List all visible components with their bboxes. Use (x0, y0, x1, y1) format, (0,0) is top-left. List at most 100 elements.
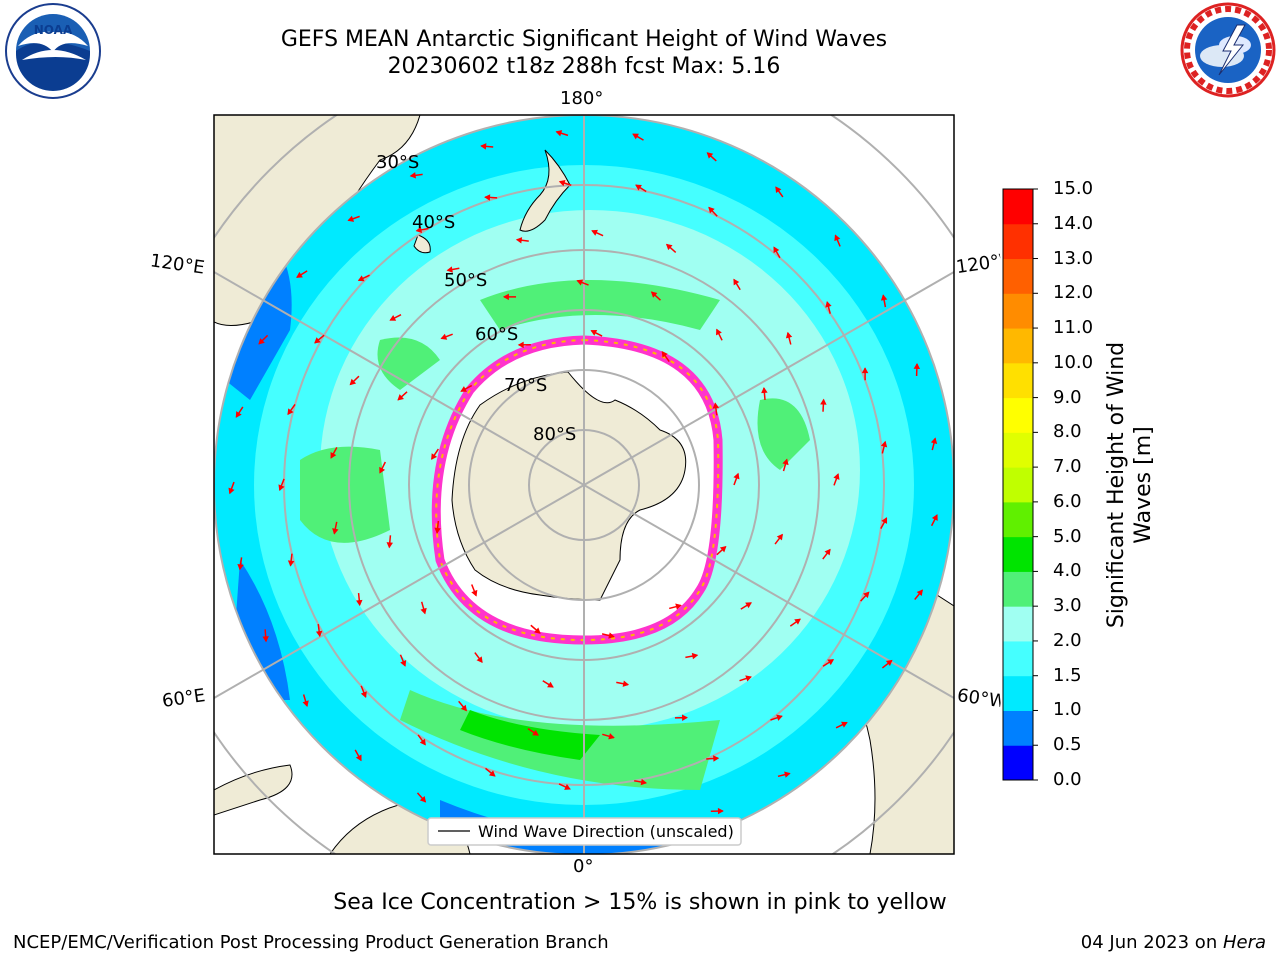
wind-wave-arrowhead (558, 180, 566, 187)
machine-name: Hera (1222, 932, 1266, 953)
wind-wave-arrowhead (440, 333, 448, 340)
colorbar-segment (1003, 293, 1033, 329)
wind-wave-arrowhead (420, 607, 427, 615)
wind-wave-arrowhead (591, 229, 598, 236)
wind-wave-arrowhead (745, 675, 752, 682)
wind-wave-arrowhead (502, 293, 509, 301)
wind-wave-arrowhead (278, 484, 285, 492)
colorbar-segment (1003, 501, 1033, 538)
wind-wave-arrowhead (400, 660, 407, 667)
wind-wave-arrowhead (661, 350, 668, 358)
wind-wave-arrowhead (916, 589, 923, 597)
wind-wave-arrowhead (349, 378, 357, 386)
wind-wave-arrowhead (446, 266, 453, 273)
colorbar-tick-label: 1.0 (1053, 699, 1082, 721)
wind-wave-arrowhead (733, 472, 740, 480)
wind-wave-arrowhead (820, 398, 827, 405)
colorbar-frame (1002, 188, 1034, 781)
wind-wave-arrowhead (776, 714, 783, 721)
wind-wave-arrowhead (397, 394, 404, 401)
colorbar-segment (1003, 640, 1033, 677)
wind-wave-arrowhead (460, 704, 468, 712)
wind-wave-arrowhead (785, 331, 793, 339)
lon-label-0: 0° (573, 856, 594, 877)
wind-wave-arrowhead (833, 473, 840, 480)
colorbar-segment (1003, 745, 1033, 781)
date-stamp: 04 Jun 2023 on Hera (1081, 932, 1266, 953)
svg-text:NOAA: NOAA (34, 23, 73, 37)
wind-wave-arrowhead (330, 452, 337, 459)
wind-wave-arrowhead (784, 771, 791, 778)
wind-wave-arrowhead (885, 659, 893, 667)
sea-ice-note: Sea Ice Concentration > 15% is shown in … (333, 890, 947, 915)
colorbar-tick-label: 0.5 (1053, 734, 1082, 756)
colorbar-segment (1003, 467, 1033, 503)
wind-wave-arrowhead (773, 246, 780, 254)
lat-label-80s: 80°S (533, 424, 577, 445)
wind-wave-arrowhead (608, 733, 615, 740)
wind-wave-arrowhead (825, 301, 832, 308)
legend-label: Wind Wave Direction (unscaled) (478, 822, 734, 841)
wind-wave-arrowhead (745, 602, 752, 609)
colorbar-tick-label: 11.0 (1053, 317, 1094, 339)
wind-wave-arrowhead (650, 291, 658, 298)
colorbar-segment (1003, 536, 1033, 572)
wind-wave-arrowhead (640, 778, 648, 786)
colorbar-segment (1003, 362, 1033, 399)
wind-wave-arrowhead (357, 275, 365, 282)
wind-wave-arrowhead (302, 700, 309, 707)
wind-wave-arrowhead (460, 386, 468, 392)
wind-wave-arrowhead (296, 271, 303, 278)
wind-wave-arrowhead (287, 408, 294, 416)
wind-wave-arrowhead (576, 279, 584, 286)
wind-wave-arrowhead (827, 659, 835, 666)
wind-wave-arrowhead (733, 278, 740, 286)
lat-label-60s: 60°S (475, 324, 519, 345)
graticule (214, 115, 954, 854)
wind-wave-arrowhead (863, 591, 870, 599)
wind-wave-arrowhead (776, 533, 783, 541)
wind-wave-arrowhead (861, 367, 869, 374)
wind-wave-arrowhead (228, 487, 235, 495)
colorbar-tick-label: 0.0 (1053, 769, 1082, 790)
wind-wave-arrowhead (881, 517, 888, 524)
wind-wave-arrowhead (706, 152, 714, 159)
colorbar-segment (1003, 432, 1033, 468)
wind-wave-arrowhead (761, 386, 768, 394)
colorbar-tick-label: 2.0 (1053, 629, 1082, 651)
wind-wave-arrowhead (665, 243, 673, 251)
wind-wave-arrowhead (356, 599, 363, 607)
wind-wave-arrowhead (719, 545, 727, 553)
colorbar-title: Significant Height of Wind Waves [m] (1104, 341, 1156, 629)
wind-wave-arrowhead (775, 186, 782, 194)
land-africa (214, 764, 293, 816)
wind-wave-arrowhead (434, 527, 441, 534)
wind-wave-arrowhead (712, 402, 720, 409)
wind-wave-arrowhead (824, 548, 831, 556)
date-text: 04 Jun 2023 on (1080, 932, 1223, 953)
chart-subtitle: 20230602 t18z 288h fcst Max: 5.16 (387, 54, 781, 79)
wind-wave-arrowhead (332, 528, 339, 535)
wind-wave-arrowhead (717, 807, 724, 815)
wind-wave-arrowhead (517, 341, 524, 349)
lat-label-30s: 30°S (376, 152, 420, 173)
wind-wave-arrowhead (635, 184, 642, 191)
wind-wave-arrowhead (716, 328, 722, 336)
colorbar-segment (1003, 571, 1033, 607)
colorbar-tick-label: 1.5 (1053, 664, 1082, 686)
colorbar-tick-label: 13.0 (1053, 247, 1094, 269)
wind-wave-arrowhead (675, 603, 682, 610)
noaa-logo: NOAA (5, 3, 101, 99)
map-legend (427, 817, 742, 846)
wind-wave-arrowhead (713, 755, 720, 762)
colorbar-tick-label: 8.0 (1053, 421, 1082, 443)
colorbar-tick-label: 7.0 (1053, 456, 1082, 478)
wind-wave-arrowhead (476, 656, 483, 664)
wind-wave-arrowhead (913, 362, 921, 370)
colorbar-tick-label: 14.0 (1053, 212, 1094, 234)
wind-wave-arrowhead (782, 458, 789, 466)
colorbar-tick-label: 6.0 (1053, 490, 1082, 512)
wind-wave-arrowhead (534, 627, 541, 634)
wind-wave-arrowhead (379, 466, 386, 474)
wind-wave-arrows (228, 130, 938, 841)
